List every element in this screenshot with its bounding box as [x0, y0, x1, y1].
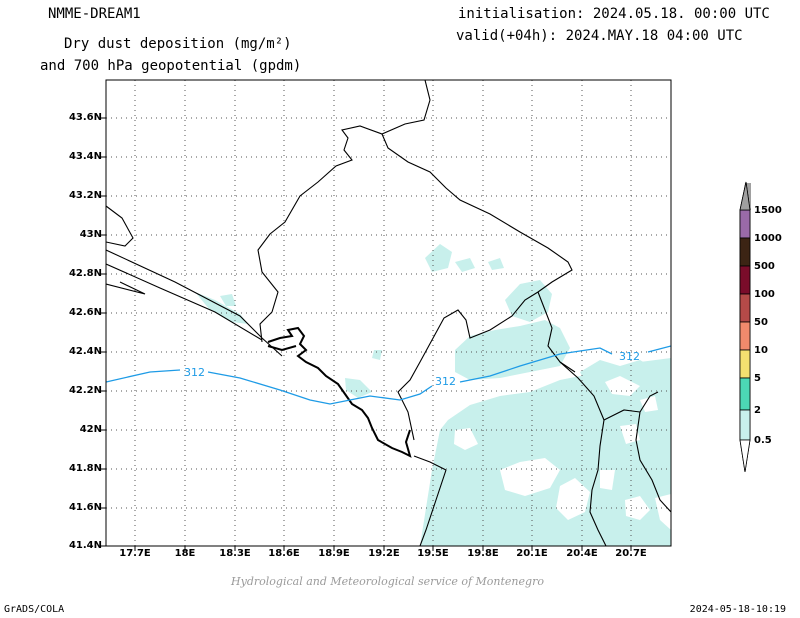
- lat-label: 41.4N: [68, 540, 102, 551]
- legend-label: 500: [754, 261, 775, 272]
- lon-label: 18E: [174, 548, 196, 559]
- legend-label: 10: [754, 345, 768, 356]
- legend-label: 1500: [754, 205, 782, 216]
- color-bar: [739, 181, 751, 473]
- render-timestamp: 2024-05-18-10:19: [689, 604, 786, 615]
- lon-label: 18.9E: [318, 548, 350, 559]
- legend-label: 0.5: [754, 435, 772, 446]
- contour-label: 312: [619, 350, 640, 363]
- lon-label: 19.5E: [417, 548, 449, 559]
- software-credit: GrADS/COLA: [4, 604, 65, 615]
- lat-label: 43.4N: [68, 151, 102, 162]
- contour-label: 312: [435, 375, 456, 388]
- valid-time: valid(+04h): 2024.MAY.18 04:00 UTC: [456, 28, 743, 44]
- legend-label: 50: [754, 317, 768, 328]
- contour-label: 312: [184, 366, 205, 379]
- agency-credit: Hydrological and Meteorological service …: [231, 575, 544, 588]
- map-title-line1: Dry dust deposition (mg/m²): [64, 36, 292, 52]
- lat-label: 41.6N: [68, 502, 102, 513]
- lon-label: 17.7E: [119, 548, 151, 559]
- lon-label: 20.7E: [615, 548, 647, 559]
- legend-label: 1000: [754, 233, 782, 244]
- lat-label: 43.6N: [68, 112, 102, 123]
- lon-label: 18.3E: [219, 548, 251, 559]
- lon-label: 20.4E: [566, 548, 598, 559]
- coastline: [267, 326, 412, 458]
- legend-label: 100: [754, 289, 775, 300]
- geopotential-contour-312: [106, 345, 671, 405]
- lon-label: 20.1E: [516, 548, 548, 559]
- lat-label: 42.8N: [68, 268, 102, 279]
- lat-label: 42.2N: [68, 385, 102, 396]
- lat-label: 42N: [79, 424, 102, 435]
- lat-label: 41.8N: [68, 463, 102, 474]
- lon-label: 19.2E: [368, 548, 400, 559]
- legend-label: 2: [754, 405, 761, 416]
- lat-label: 43N: [79, 229, 102, 240]
- init-time: initialisation: 2024.05.18. 00:00 UTC: [458, 6, 770, 22]
- lon-label: 19.8E: [467, 548, 499, 559]
- lat-label: 42.6N: [68, 307, 102, 318]
- legend-label: 5: [754, 373, 761, 384]
- lat-label: 43.2N: [68, 190, 102, 201]
- model-name: NMME-DREAM1: [48, 6, 141, 22]
- lat-label: 42.4N: [68, 346, 102, 357]
- map-title-line2: and 700 hPa geopotential (gpdm): [40, 58, 302, 74]
- country-borders: [106, 80, 671, 546]
- lon-label: 18.6E: [268, 548, 300, 559]
